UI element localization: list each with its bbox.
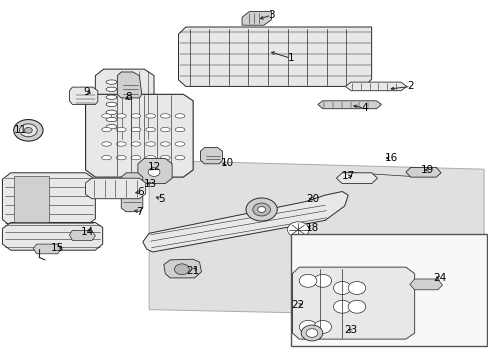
Polygon shape bbox=[178, 27, 371, 86]
Ellipse shape bbox=[106, 125, 117, 129]
Polygon shape bbox=[69, 87, 98, 104]
Polygon shape bbox=[2, 173, 95, 226]
Text: 2: 2 bbox=[407, 81, 413, 91]
Text: 17: 17 bbox=[341, 171, 354, 181]
Text: 6: 6 bbox=[137, 186, 144, 197]
Polygon shape bbox=[292, 267, 414, 339]
Circle shape bbox=[299, 320, 316, 333]
Circle shape bbox=[313, 274, 331, 287]
Ellipse shape bbox=[175, 142, 184, 146]
Text: 5: 5 bbox=[158, 194, 164, 204]
Text: 20: 20 bbox=[306, 194, 319, 204]
Ellipse shape bbox=[160, 127, 170, 132]
Ellipse shape bbox=[145, 127, 155, 132]
Circle shape bbox=[347, 300, 365, 313]
Text: 11: 11 bbox=[14, 125, 27, 135]
Circle shape bbox=[148, 168, 160, 176]
Circle shape bbox=[252, 203, 270, 216]
Circle shape bbox=[301, 325, 322, 341]
Polygon shape bbox=[138, 158, 172, 184]
Ellipse shape bbox=[131, 142, 141, 146]
Text: 12: 12 bbox=[147, 162, 161, 172]
Text: 9: 9 bbox=[83, 87, 90, 97]
Polygon shape bbox=[85, 94, 193, 177]
Ellipse shape bbox=[145, 114, 155, 118]
Ellipse shape bbox=[116, 156, 126, 160]
Circle shape bbox=[333, 300, 350, 313]
Ellipse shape bbox=[116, 127, 126, 132]
Polygon shape bbox=[2, 222, 102, 250]
Circle shape bbox=[257, 207, 265, 212]
Text: 13: 13 bbox=[143, 179, 157, 189]
Ellipse shape bbox=[102, 156, 111, 160]
Text: 22: 22 bbox=[291, 300, 305, 310]
Bar bbox=[290, 234, 486, 346]
Text: 10: 10 bbox=[221, 158, 233, 168]
Ellipse shape bbox=[160, 114, 170, 118]
Circle shape bbox=[14, 120, 43, 141]
Polygon shape bbox=[163, 259, 201, 278]
Ellipse shape bbox=[175, 114, 184, 118]
Text: 4: 4 bbox=[360, 103, 367, 113]
Ellipse shape bbox=[116, 114, 126, 118]
Polygon shape bbox=[405, 167, 440, 177]
Ellipse shape bbox=[116, 142, 126, 146]
Ellipse shape bbox=[145, 142, 155, 146]
Polygon shape bbox=[117, 72, 142, 98]
Circle shape bbox=[287, 222, 308, 238]
Polygon shape bbox=[200, 148, 222, 164]
Circle shape bbox=[305, 329, 317, 337]
Ellipse shape bbox=[131, 156, 141, 160]
Text: 1: 1 bbox=[287, 53, 294, 63]
Text: 7: 7 bbox=[136, 207, 142, 217]
Ellipse shape bbox=[160, 156, 170, 160]
Polygon shape bbox=[121, 173, 142, 212]
Circle shape bbox=[333, 282, 350, 294]
Ellipse shape bbox=[106, 117, 117, 122]
Polygon shape bbox=[242, 12, 271, 25]
Polygon shape bbox=[33, 244, 61, 254]
Circle shape bbox=[174, 264, 189, 275]
Ellipse shape bbox=[106, 95, 117, 99]
Text: 3: 3 bbox=[267, 10, 274, 20]
Text: 19: 19 bbox=[420, 165, 434, 175]
Text: 23: 23 bbox=[344, 325, 357, 336]
Circle shape bbox=[347, 282, 365, 294]
Ellipse shape bbox=[106, 102, 117, 107]
Polygon shape bbox=[69, 230, 95, 240]
Circle shape bbox=[24, 127, 32, 133]
Ellipse shape bbox=[102, 142, 111, 146]
Polygon shape bbox=[142, 192, 347, 252]
Polygon shape bbox=[409, 279, 442, 290]
Ellipse shape bbox=[175, 156, 184, 160]
Ellipse shape bbox=[102, 127, 111, 132]
Circle shape bbox=[245, 198, 277, 221]
Ellipse shape bbox=[106, 110, 117, 114]
Text: 24: 24 bbox=[432, 273, 446, 283]
Ellipse shape bbox=[131, 114, 141, 118]
Polygon shape bbox=[85, 178, 145, 199]
Circle shape bbox=[20, 124, 37, 137]
Ellipse shape bbox=[106, 80, 117, 84]
Ellipse shape bbox=[145, 156, 155, 160]
Polygon shape bbox=[336, 173, 377, 184]
Polygon shape bbox=[345, 82, 406, 91]
Circle shape bbox=[313, 320, 331, 333]
Ellipse shape bbox=[106, 87, 117, 91]
Polygon shape bbox=[14, 176, 49, 222]
Polygon shape bbox=[317, 101, 381, 109]
Ellipse shape bbox=[175, 127, 184, 132]
Polygon shape bbox=[95, 69, 154, 140]
Ellipse shape bbox=[160, 142, 170, 146]
Text: 14: 14 bbox=[80, 227, 94, 237]
Text: 21: 21 bbox=[186, 266, 200, 276]
Text: 18: 18 bbox=[305, 222, 318, 233]
Ellipse shape bbox=[102, 114, 111, 118]
Text: 16: 16 bbox=[384, 153, 397, 163]
Polygon shape bbox=[149, 160, 483, 317]
Text: 15: 15 bbox=[51, 243, 64, 253]
Circle shape bbox=[299, 274, 316, 287]
Ellipse shape bbox=[131, 127, 141, 132]
Text: 8: 8 bbox=[124, 92, 131, 102]
